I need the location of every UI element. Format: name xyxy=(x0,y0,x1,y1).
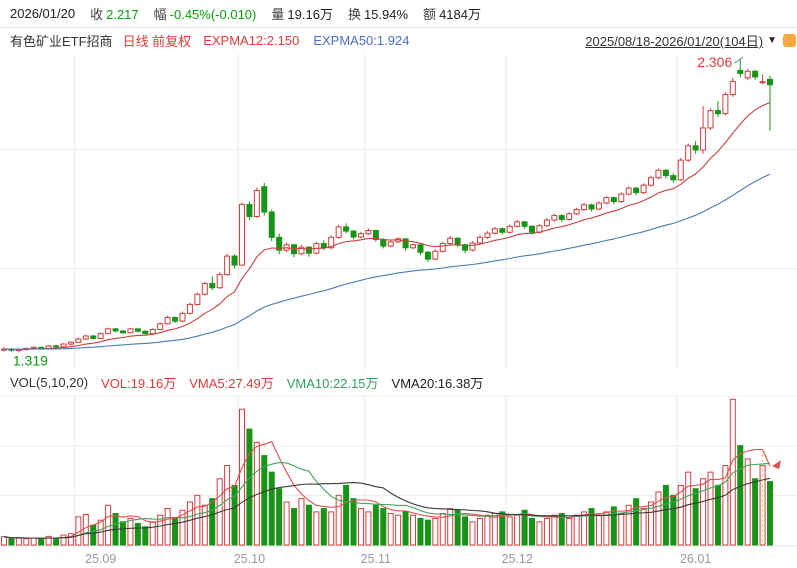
amount-group: 额 4184万 xyxy=(423,4,481,23)
price-gridlines xyxy=(0,148,797,270)
vma5-line xyxy=(3,441,771,540)
vma5-value: VMA5:27.49万 xyxy=(189,375,274,391)
amount-label: 额 xyxy=(423,7,437,22)
x-axis-label: 25.11 xyxy=(361,552,391,566)
high-label: 2.306 xyxy=(697,54,744,70)
volume-indicator-bar: VOL(5,10,20) VOL:19.16万 VMA5:27.49万 VMA1… xyxy=(0,371,797,393)
current-markers xyxy=(762,449,781,543)
vma10-line xyxy=(3,462,771,539)
period-adjust-mode[interactable]: 日线 前复权 xyxy=(122,34,192,49)
candles xyxy=(1,58,773,353)
expma12-line xyxy=(3,101,771,350)
svg-text:1.319: 1.319 xyxy=(13,352,48,368)
x-axis-label: 25.10 xyxy=(234,552,265,566)
expma12-value: EXPMA12:2.150 xyxy=(203,33,300,48)
title-bar: 有色矿业ETF招商 日线 前复权 EXPMA12:2.150 EXPMA50:1… xyxy=(0,28,797,53)
volume-gridlines xyxy=(0,395,797,547)
corner-tool-icon[interactable] xyxy=(783,34,796,47)
volume-label: 量 xyxy=(271,7,285,22)
change-value: -0.45%(-0.010) xyxy=(169,7,257,22)
info-bar: 2026/01/20 收 2.217 幅 -0.45%(-0.010) 量 19… xyxy=(0,0,797,28)
volume-bars xyxy=(1,398,773,546)
close-label: 收 xyxy=(90,7,104,22)
close-value: 2.217 xyxy=(106,7,139,22)
x-axis-label: 25.09 xyxy=(85,552,116,566)
low-label: 1.319 xyxy=(13,352,48,368)
x-axis-label: 26.01 xyxy=(680,552,711,566)
turnover-group: 换 15.94% xyxy=(348,4,408,23)
turnover-value: 15.94% xyxy=(363,7,409,22)
expma50-line xyxy=(3,173,771,350)
x-axis-labels: 25.09 25.10 25.11 25.12 26.01 xyxy=(85,552,711,566)
change-group: 幅 -0.45%(-0.010) xyxy=(154,4,257,23)
vol-value: VOL:19.16万 xyxy=(101,375,177,391)
vma10-value: VMA10:22.15万 xyxy=(286,375,379,391)
security-name: 有色矿业ETF招商 xyxy=(10,34,113,49)
volume-group: 量 19.16万 xyxy=(271,4,333,23)
turnover-label: 换 xyxy=(347,7,361,22)
month-gridlines xyxy=(74,54,678,545)
quote-date: 2026/01/20 xyxy=(10,6,76,21)
change-label: 幅 xyxy=(153,7,167,22)
x-axis-label: 25.12 xyxy=(502,552,533,566)
chevron-down-icon[interactable]: ▼ xyxy=(767,35,777,46)
amount-value: 4184万 xyxy=(439,7,481,22)
vma20-value: VMA20:16.38万 xyxy=(391,375,484,391)
svg-text:2.306: 2.306 xyxy=(697,54,732,70)
vol-settings-label: VOL(5,10,20) xyxy=(10,374,89,390)
date-range-selector[interactable]: 2025/08/18-2026/01/20(104日) xyxy=(585,34,764,49)
volume-value: 19.16万 xyxy=(287,7,333,22)
expma50-value: EXPMA50:1.924 xyxy=(313,33,410,48)
close-group: 收 2.217 xyxy=(90,4,139,23)
vma20-line xyxy=(3,477,771,539)
